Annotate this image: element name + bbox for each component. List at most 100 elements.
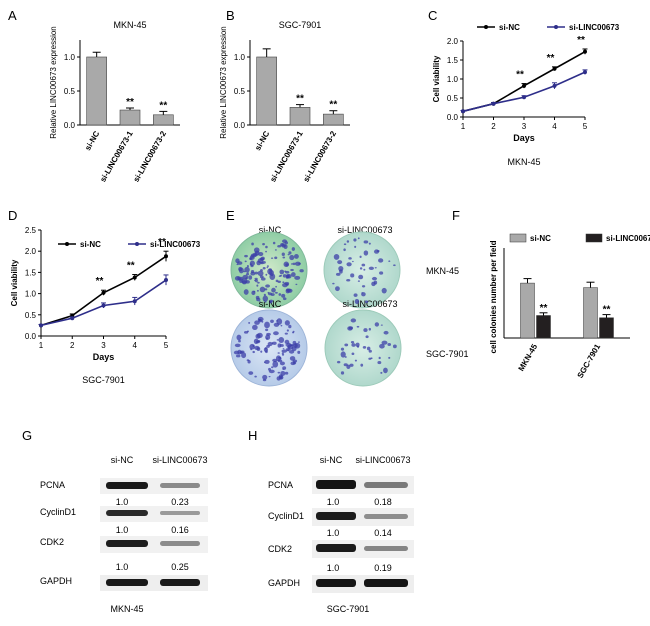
colony-dot	[266, 332, 271, 336]
x-axis-label: Days	[93, 352, 115, 362]
colony-dot	[377, 360, 382, 365]
data-point	[164, 254, 168, 259]
panel-letter-a: A	[8, 8, 17, 23]
colony-dot	[238, 278, 242, 281]
blot-g-label-gapdh: GAPDH	[40, 576, 72, 586]
colony-dot	[361, 285, 366, 288]
colony-dot	[256, 284, 259, 287]
blot-g-header-si-nc: si-NC	[111, 455, 134, 465]
colony-dot	[294, 342, 301, 349]
colony-dot	[241, 352, 247, 359]
blot-h-band-cdk2-si-linc	[364, 546, 408, 551]
legend-marker	[554, 25, 558, 29]
colony-dot	[268, 376, 271, 378]
colony-dot	[346, 262, 352, 267]
colony-dot	[343, 243, 347, 246]
colony-dot	[292, 262, 296, 266]
colony-dot	[270, 293, 275, 296]
colony-dot	[249, 260, 255, 266]
colony-dot	[368, 357, 372, 360]
chart-caption: MKN-45	[507, 157, 540, 167]
colony-dot	[282, 281, 285, 284]
colony-dot	[381, 287, 387, 294]
blot-h-value-pcna-si-nc: 1.0	[327, 497, 340, 507]
colony-dot	[258, 318, 261, 321]
blot-g-band-cdk2-si-linc	[160, 541, 200, 546]
x-tick-label: 3	[101, 341, 106, 350]
legend-marker	[484, 25, 488, 29]
colony-dot	[393, 264, 396, 267]
blot-h-value-pcna-si-linc: 0.18	[374, 497, 392, 507]
colony-dot	[268, 268, 272, 271]
colony-dot	[378, 356, 381, 360]
y-tick-label: 2.0	[25, 247, 37, 256]
colony-dot	[238, 339, 241, 343]
colony-dot	[354, 359, 357, 362]
colony-dot	[274, 249, 277, 251]
blot-h-band-gapdh-si-nc	[316, 579, 356, 587]
colony-dot	[275, 285, 277, 288]
colony-dot	[299, 269, 304, 273]
colony-dot	[242, 274, 249, 279]
colony-dot	[252, 324, 258, 331]
x-axis-label: Days	[513, 133, 535, 143]
colony-dot	[277, 371, 281, 374]
colony-dot	[298, 262, 301, 265]
plate-col-label-si-linc-top: si-LINC00673	[337, 225, 392, 235]
blot-h-value-cyclind1-si-nc: 1.0	[327, 528, 340, 538]
legend-marker	[65, 242, 69, 246]
bar-chart-mkn45: MKN-45 0.0 0.5 1.0 Relative LINC00673 expres…	[49, 20, 180, 184]
blot-h-header-si-linc: si-LINC00673	[355, 455, 410, 465]
colony-dot	[273, 322, 280, 327]
colony-dot	[373, 249, 380, 254]
colony-dot	[282, 348, 285, 350]
colony-dot	[340, 371, 345, 375]
line-chart-mkn45: 0.0 0.5 1.0 1.5 2.0 1 2 3 4 5 Days Cell viability MK…	[432, 23, 620, 167]
blot-g-value-cyclind1-si-linc: 0.16	[171, 525, 189, 535]
significance-mark: **	[540, 303, 548, 314]
colony-dot	[381, 340, 388, 345]
significance-mark: **	[547, 53, 555, 64]
bar	[520, 282, 535, 339]
colony-dot	[290, 343, 295, 347]
y-tick-label: 0.5	[64, 87, 76, 96]
colony-dot	[361, 263, 366, 267]
blot-g-band-pcna-si-linc	[160, 483, 200, 488]
colony-dot	[392, 344, 397, 349]
colony-dot	[353, 238, 357, 242]
colony-dot	[349, 363, 354, 367]
colony-dot	[282, 368, 285, 370]
legend-label: si-NC	[499, 23, 520, 32]
significance-mark: **	[126, 97, 134, 108]
significance-mark: **	[603, 305, 611, 316]
colony-dot	[241, 280, 247, 284]
data-point	[132, 275, 137, 280]
colony-dot	[284, 270, 287, 273]
data-point	[491, 101, 496, 106]
colony-dot	[346, 364, 351, 370]
colony-dot	[357, 280, 360, 282]
panel-letter-h: H	[248, 428, 257, 443]
legend-swatch	[585, 233, 603, 243]
colony-dot	[235, 354, 241, 358]
colony-dot	[265, 284, 271, 288]
colony-dot	[281, 352, 284, 355]
colony-dot	[351, 352, 355, 356]
colony-dot	[284, 332, 288, 335]
colony-dot	[363, 268, 366, 271]
western-blot-mkn45: si-NC si-LINC00673 PCNA 1.0 0.23 CyclinD…	[40, 455, 208, 614]
bar	[536, 315, 551, 339]
colony-dot	[374, 267, 377, 269]
category-label: SGC-7901	[576, 342, 603, 380]
data-point	[132, 299, 137, 304]
colony-dot	[264, 359, 270, 364]
colony-dot	[284, 320, 290, 326]
colony-dot	[291, 263, 293, 265]
colony-dot	[365, 335, 369, 339]
colony-dot	[364, 300, 369, 304]
colony-dot	[346, 240, 350, 243]
colony-dot	[266, 337, 268, 340]
blot-g-band-gapdh-si-nc	[106, 579, 148, 586]
colony-dot	[257, 258, 264, 264]
colony-dot	[371, 276, 378, 281]
